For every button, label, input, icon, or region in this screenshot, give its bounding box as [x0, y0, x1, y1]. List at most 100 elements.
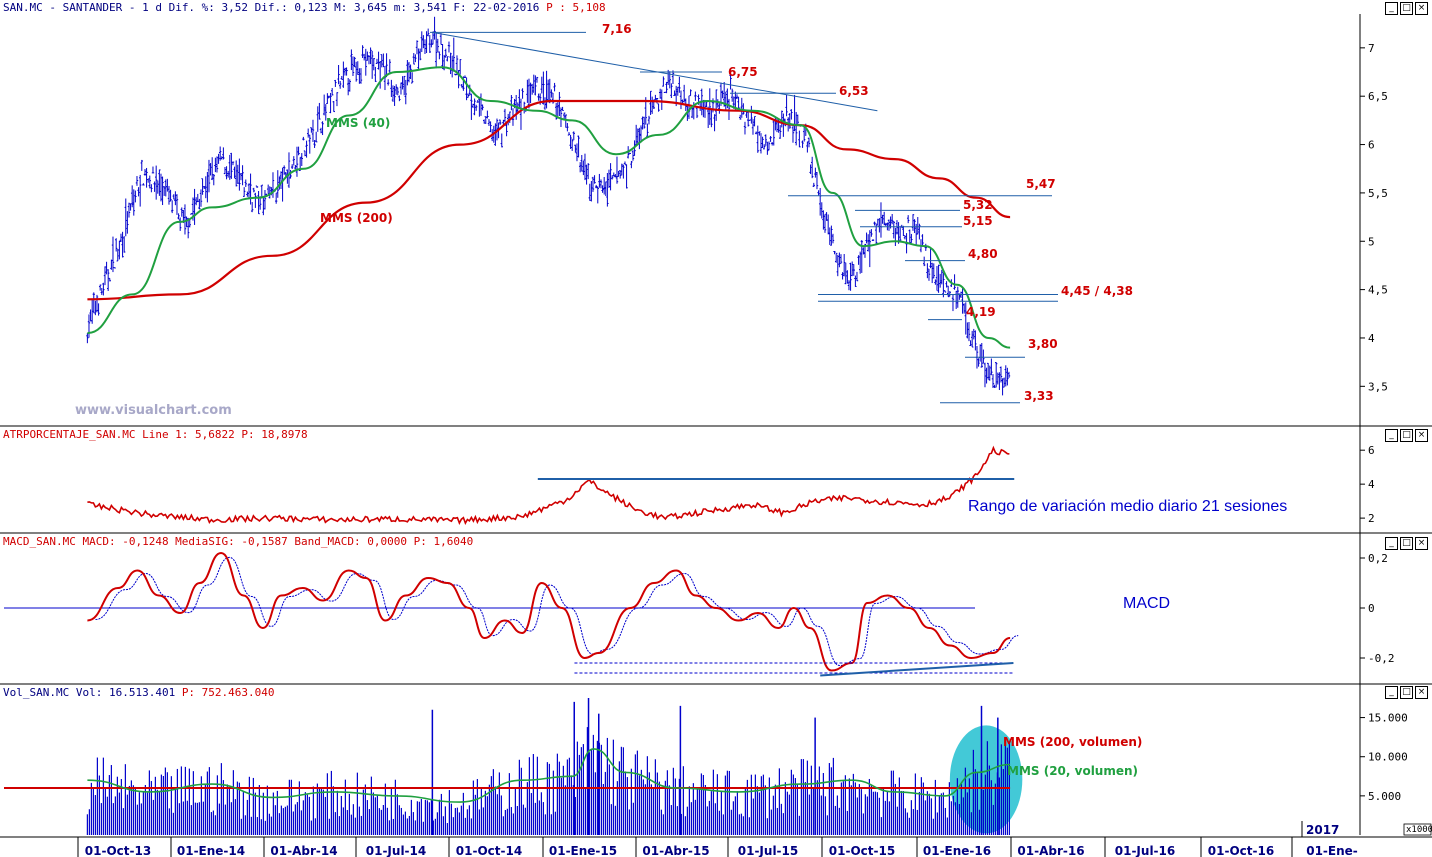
x-tick-label: 01-Abr-14	[270, 844, 337, 857]
price-bar	[762, 144, 766, 150]
price-bar	[295, 146, 299, 177]
price-bar	[834, 252, 838, 263]
price-bar	[218, 146, 222, 161]
price-bar	[908, 229, 911, 245]
price-bar	[300, 153, 303, 166]
price-bar	[183, 204, 187, 235]
price-bar	[228, 154, 231, 180]
price-bar	[758, 131, 761, 136]
price-bar	[676, 86, 679, 96]
price-bar	[434, 33, 438, 69]
price-bar	[242, 187, 246, 197]
price-bar	[87, 314, 91, 338]
price-bar	[95, 294, 99, 313]
price-bar	[255, 185, 259, 188]
price-bar	[806, 141, 809, 153]
price-bar	[849, 262, 852, 291]
price-bar	[518, 89, 521, 108]
level-label: 3,33	[1024, 389, 1054, 403]
minimize-button[interactable]: _	[1385, 686, 1398, 699]
maximize-button[interactable]: □	[1400, 686, 1413, 699]
level-label: 5,32	[963, 198, 993, 212]
y-tick-label: 5	[1368, 235, 1375, 248]
price-bar	[583, 153, 587, 181]
price-bar	[252, 187, 255, 193]
ma40-line	[87, 66, 1011, 349]
price-bar	[564, 114, 567, 128]
price-bar	[946, 285, 950, 298]
maximize-button[interactable]: □	[1400, 2, 1413, 15]
price-bar	[169, 189, 172, 202]
price-bar	[658, 88, 662, 99]
y-tick-label: 5,5	[1368, 187, 1388, 200]
price-bar	[598, 173, 601, 188]
price-bar	[481, 104, 484, 111]
price-bar	[678, 76, 681, 93]
price-bar	[449, 52, 452, 75]
price-bar	[999, 366, 1003, 383]
price-bar	[415, 40, 419, 55]
level-label: 6,53	[839, 84, 869, 98]
price-bar	[766, 141, 769, 155]
volume-panel-header: Vol_SAN.MC Vol: 16.513.401 P: 752.463.04…	[3, 686, 275, 699]
maximize-button[interactable]: □	[1400, 537, 1413, 550]
price-bar	[354, 61, 358, 82]
price-bar	[870, 229, 873, 237]
price-bar	[617, 170, 620, 177]
price-bar	[612, 172, 615, 177]
price-bar	[338, 80, 342, 89]
y-tick-label: 4	[1368, 332, 1375, 345]
close-button[interactable]: ×	[1415, 686, 1428, 699]
price-bar	[399, 82, 403, 95]
price-bar	[807, 137, 811, 148]
price-bar	[532, 74, 535, 93]
price-bar	[193, 188, 196, 225]
volume-ma200-label: MMS (200, volumen)	[1003, 735, 1142, 749]
price-info: 1 d Dif. %: 3,52 Dif.: 0,123 M: 3,645 m:…	[142, 1, 540, 14]
y-tick-label: 4	[1368, 478, 1375, 491]
price-bar	[577, 135, 580, 158]
price-bar	[402, 75, 406, 96]
price-bar	[977, 358, 980, 367]
price-bar	[746, 110, 750, 127]
price-bar	[127, 202, 131, 218]
price-bar	[751, 119, 755, 135]
price-bar	[689, 89, 692, 97]
minimize-button[interactable]: _	[1385, 2, 1398, 15]
price-bar	[857, 255, 860, 265]
price-bar	[823, 214, 827, 233]
price-bar	[639, 125, 643, 143]
price-bar	[545, 70, 548, 109]
price-bar	[596, 186, 599, 204]
price-bar	[847, 280, 851, 291]
price-bar	[175, 194, 179, 215]
close-button[interactable]: ×	[1415, 537, 1428, 550]
macd-annotation: MACD	[1123, 595, 1170, 612]
maximize-button[interactable]: □	[1400, 429, 1413, 442]
price-bar	[836, 254, 839, 277]
price-bar	[798, 130, 801, 148]
price-bar	[1001, 378, 1004, 396]
price-bar	[543, 97, 547, 110]
close-button[interactable]: ×	[1415, 429, 1428, 442]
price-bar	[345, 67, 348, 76]
price-bar	[393, 85, 396, 106]
price-bar	[431, 31, 435, 45]
price-bar	[418, 48, 422, 61]
close-button[interactable]: ×	[1415, 2, 1428, 15]
price-bar	[846, 270, 849, 284]
minimize-button[interactable]: _	[1385, 537, 1398, 550]
price-bar	[329, 92, 332, 114]
price-bar	[308, 134, 311, 154]
price-bar	[186, 217, 190, 239]
price-bar	[534, 75, 537, 96]
price-bar	[249, 173, 252, 205]
price-bar	[137, 187, 140, 197]
price-bar	[622, 164, 625, 179]
price-bar	[110, 259, 113, 270]
price-bar	[257, 191, 260, 215]
minimize-button[interactable]: _	[1385, 429, 1398, 442]
price-bar	[458, 59, 462, 75]
price-bar	[609, 163, 612, 191]
volume-window-buttons: _ □ ×	[1385, 686, 1428, 699]
